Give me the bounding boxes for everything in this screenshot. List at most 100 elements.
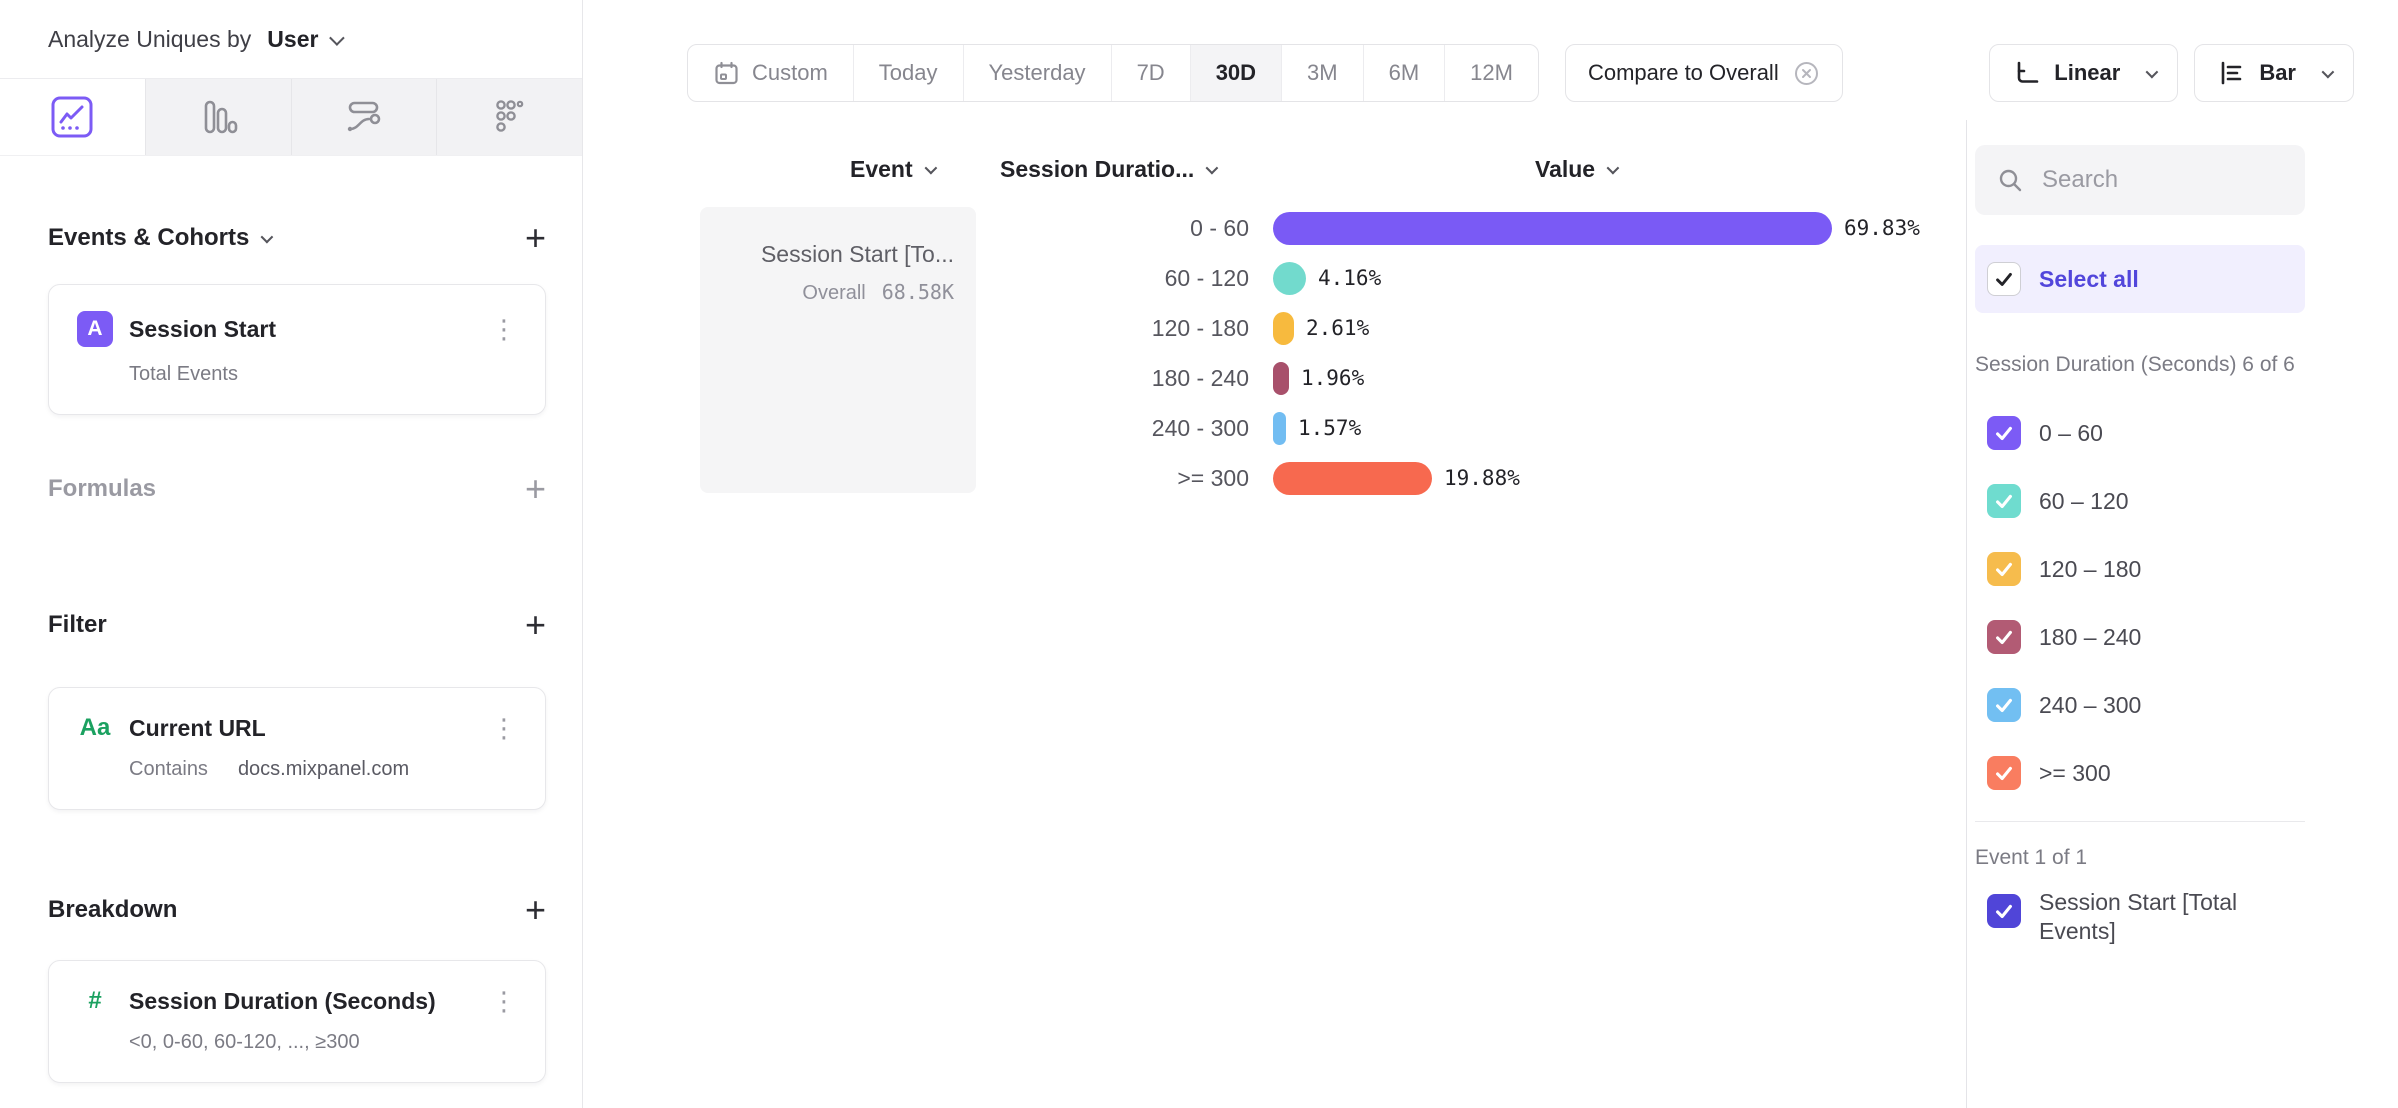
kebab-menu-icon[interactable]: ⋮ xyxy=(491,986,517,1016)
number-property-icon: # xyxy=(88,987,102,1014)
legend-checkbox[interactable] xyxy=(1987,552,2021,586)
legend-checkbox[interactable] xyxy=(1987,416,2021,450)
events-cohorts-title[interactable]: Events & Cohorts xyxy=(48,224,274,252)
column-header-value[interactable]: Value xyxy=(1535,156,1620,183)
event-group-label: Event 1 of 1 xyxy=(1975,846,2088,869)
compare-to-overall-button[interactable]: Compare to Overall xyxy=(1564,44,1843,102)
formulas-header: Formulas + xyxy=(48,468,546,509)
tab-funnels[interactable] xyxy=(144,79,291,155)
event-series-title: Session Start [To... xyxy=(760,241,954,267)
event-card-session-start[interactable]: A Session Start ⋮ Total Events xyxy=(48,284,546,415)
kebab-menu-icon[interactable]: ⋮ xyxy=(491,314,517,344)
bucket-label: 180 - 240 xyxy=(1151,364,1249,391)
chart-row: 120 - 180 2.61% xyxy=(583,303,1966,353)
legend-item-event[interactable]: Session Start [Total Events] xyxy=(1975,888,2398,946)
select-all-checkbox[interactable] xyxy=(1987,262,2021,296)
date-range-12m[interactable]: 12M xyxy=(1444,45,1538,101)
date-range-3m[interactable]: 3M xyxy=(1281,45,1363,101)
chevron-down-icon xyxy=(1606,161,1620,175)
bar-segment[interactable] xyxy=(1273,411,1286,445)
date-range-yesterday[interactable]: Yesterday xyxy=(962,45,1111,101)
legend-item-label: 240 – 300 xyxy=(2039,691,2142,718)
legend-item[interactable]: 120 – 180 xyxy=(1975,535,2398,603)
chart-row: 240 - 300 1.57% xyxy=(583,403,1966,453)
chart-row: 0 - 60 69.83% xyxy=(583,203,1966,253)
filter-card-current-url[interactable]: Aa Current URL ⋮ Contains docs.mixpanel.c… xyxy=(48,687,546,810)
date-range-6m[interactable]: 6M xyxy=(1362,45,1445,101)
column-header-event[interactable]: Event xyxy=(850,156,937,183)
filter-condition[interactable]: Contains docs.mixpanel.com xyxy=(129,758,410,780)
legend-item-label: 120 – 180 xyxy=(2039,555,2142,582)
legend-search[interactable] xyxy=(1975,145,2305,215)
bar-segment[interactable] xyxy=(1273,361,1289,395)
add-filter-button[interactable]: + xyxy=(524,604,546,645)
date-range-today[interactable]: Today xyxy=(852,45,963,101)
linear-axis-icon xyxy=(2012,59,2040,87)
chart-type-dropdown[interactable]: Bar xyxy=(2194,44,2354,102)
analyze-by-dropdown[interactable]: User xyxy=(267,25,319,52)
event-series-card[interactable]: Session Start [To... Overall 68.58K xyxy=(700,207,976,493)
column-header-breakdown[interactable]: Session Duratio... xyxy=(1000,156,1219,183)
chevron-down-icon xyxy=(329,29,346,46)
bar-segment[interactable] xyxy=(1273,461,1432,495)
legend-item[interactable]: 60 – 120 xyxy=(1975,467,2398,535)
bar-segment[interactable] xyxy=(1273,211,1832,245)
event-checkbox[interactable] xyxy=(1987,894,2021,928)
chevron-down-icon xyxy=(1205,161,1219,175)
date-range-custom[interactable]: Custom xyxy=(688,45,853,101)
bar-value-label: 4.16% xyxy=(1318,266,1382,290)
panel-divider xyxy=(1975,821,2305,822)
event-aggregation[interactable]: Total Events xyxy=(129,363,238,385)
legend-item-label: 180 – 240 xyxy=(2039,623,2142,650)
tab-flows[interactable] xyxy=(290,79,437,155)
overall-value: 68.58K xyxy=(881,280,954,304)
dot-grid-icon xyxy=(488,95,532,139)
chevron-down-icon xyxy=(260,230,274,243)
add-event-button[interactable]: + xyxy=(524,217,546,258)
string-property-icon: Aa xyxy=(79,714,111,741)
close-circle-icon[interactable] xyxy=(1793,60,1820,87)
legend-checkbox[interactable] xyxy=(1987,484,2021,518)
legend-item[interactable]: >= 300 xyxy=(1975,739,2398,807)
legend-item[interactable]: 180 – 240 xyxy=(1975,603,2398,671)
add-breakdown-button[interactable]: + xyxy=(524,889,546,930)
bar-value-label: 19.88% xyxy=(1444,466,1520,490)
legend-item[interactable]: 240 – 300 xyxy=(1975,671,2398,739)
chevron-down-icon xyxy=(2145,65,2159,78)
bucket-label: 0 - 60 xyxy=(1190,214,1249,241)
event-overall-row: Overall 68.58K xyxy=(802,280,954,304)
breakdown-buckets[interactable]: <0, 0-60, 60-120, ..., ≥300 xyxy=(129,1031,360,1053)
legend-item-label: >= 300 xyxy=(2039,759,2111,786)
chart-toolbar: Custom Today Yesterday 7D 30D 3M 6M 12M Compare… xyxy=(583,0,2398,130)
bucket-label: 240 - 300 xyxy=(1151,414,1249,441)
legend-checkbox[interactable] xyxy=(1987,756,2021,790)
legend-checkbox[interactable] xyxy=(1987,688,2021,722)
flow-icon xyxy=(342,95,386,139)
legend-item[interactable]: 0 – 60 xyxy=(1975,399,2398,467)
tab-retention[interactable] xyxy=(436,79,582,155)
bar-segment[interactable] xyxy=(1273,311,1294,345)
events-cohorts-header: Events & Cohorts + xyxy=(48,214,546,262)
legend-item-label: 60 – 120 xyxy=(2039,487,2129,514)
line-chart-icon xyxy=(49,94,95,140)
date-range-30d[interactable]: 30D xyxy=(1189,45,1282,101)
bar-chart-type-icon xyxy=(2217,59,2245,87)
date-range-7d[interactable]: 7D xyxy=(1110,45,1190,101)
breakdown-card-session-duration[interactable]: # Session Duration (Seconds) ⋮ <0, 0-60,… xyxy=(48,960,546,1083)
select-all-row[interactable]: Select all xyxy=(1975,245,2305,313)
legend-checkbox[interactable] xyxy=(1987,620,2021,654)
add-formula-button[interactable]: + xyxy=(524,468,546,509)
search-input[interactable] xyxy=(2040,165,2270,195)
legend-panel: Select all Session Duration (Seconds) 6 … xyxy=(1966,120,2398,1108)
bar-segment[interactable] xyxy=(1273,261,1306,295)
chart-row: 180 - 240 1.96% xyxy=(583,353,1966,403)
query-builder-sidebar: Analyze Uniques by User xyxy=(0,0,583,1108)
scale-dropdown[interactable]: Linear xyxy=(1989,44,2179,102)
kebab-menu-icon[interactable]: ⋮ xyxy=(491,713,517,743)
horizontal-bar-chart: 0 - 60 69.83% 60 - 120 4.16% 120 - 180 2.61% 1… xyxy=(583,203,1966,503)
tab-insights[interactable] xyxy=(0,79,145,155)
chevron-down-icon xyxy=(924,161,937,175)
report-type-tabs xyxy=(0,78,582,156)
chart-row: 60 - 120 4.16% xyxy=(583,253,1966,303)
